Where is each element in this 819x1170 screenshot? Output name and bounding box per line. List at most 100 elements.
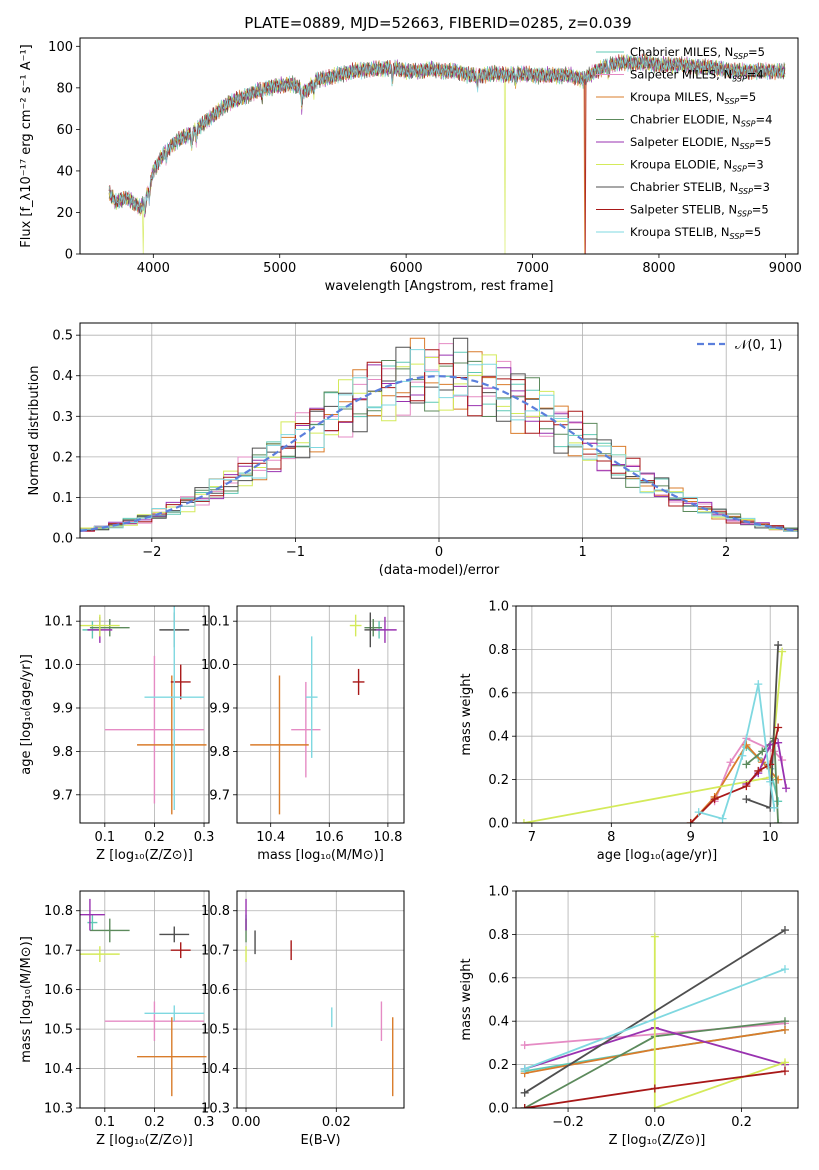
y-tick-label: 0.6	[488, 971, 509, 986]
y-tick-label: 0.2	[488, 773, 509, 788]
legend-subscript: SSP	[732, 75, 747, 84]
legend-subscript: SSP	[732, 165, 747, 174]
axes-frame	[79, 890, 210, 1109]
legend-label-kroupa-stelib: Kroupa STELIB, NSSP=5	[630, 225, 761, 241]
x-axis-label: Z [log₁₀(Z/Z⊙)]	[609, 1133, 706, 1148]
errorbar-chabrier-elodie	[364, 619, 383, 637]
chart-spectrum: 4000 5000 6000 7000 8000 9000 0 20 40 60 80 100 wave…	[19, 37, 802, 294]
figure-title: PLATE=0889, MJD=52663, FIBERID=0285, z=0…	[244, 14, 631, 32]
y-tick-label: 10.8	[44, 904, 73, 919]
x-tick-label: 0.2	[731, 1115, 752, 1130]
weight-marker-kroupa-elodie	[650, 1104, 659, 1108]
errorbar-kroupa-elodie	[80, 614, 120, 637]
spectrum-legend: Chabrier MILES, NSSP=5 Salpeter MILES, NS…	[596, 45, 772, 241]
y-tick-label: 10.4	[44, 1062, 73, 1077]
y-tick-label: 0.4	[52, 369, 73, 384]
legend-nssp: =5	[754, 135, 771, 149]
weight-marker-salpeter-stelib	[742, 782, 751, 791]
y-tick-label: 1.0	[488, 600, 509, 615]
weight-marker-kroupa-stelib	[754, 680, 763, 689]
weight-marker-salpeter-stelib	[710, 795, 719, 804]
weight-line-salpeter-stelib	[690, 727, 779, 823]
weight-marker-salpeter-stelib	[520, 1104, 529, 1108]
errorbar-chabrier-elodie	[89, 619, 130, 637]
weight-marker-chabrier-stelib	[780, 926, 789, 935]
y-tick-label: 10.7	[201, 944, 230, 959]
y-tick-label: 10.6	[44, 983, 73, 998]
x-tick-label: 4000	[137, 261, 170, 276]
legend-label-chabrier-elodie: Chabrier ELODIE, NSSP=4	[630, 113, 772, 129]
y-tick-label: 9.8	[52, 745, 73, 760]
axes-frame	[515, 605, 799, 824]
y-tick-label: 10.8	[201, 904, 230, 919]
weight-marker-kroupa-stelib	[520, 1064, 529, 1073]
y-tick-label: 10.5	[44, 1023, 73, 1038]
y-tick-label: 0.5	[52, 329, 73, 344]
y-tick-label: 0.3	[52, 410, 73, 425]
y-tick-label: 10.0	[201, 658, 230, 673]
weight-marker-chabrier-miles	[774, 797, 783, 806]
weight-marker-kroupa-elodie	[780, 1058, 789, 1067]
plot-area-mass_vs_Z	[80, 898, 207, 1097]
x-tick-label: 9	[687, 830, 695, 845]
legend-subscript: SSP	[733, 52, 748, 61]
x-tick-label: 0.0	[644, 1115, 665, 1130]
y-tick-label: 9.9	[52, 701, 73, 716]
weight-marker-salpeter-stelib	[686, 819, 695, 823]
errorbar-salpeter-elodie	[80, 898, 105, 931]
weight-marker-kroupa-stelib	[718, 814, 727, 823]
y-tick-label: 0.6	[488, 686, 509, 701]
axes-frame	[515, 890, 799, 1109]
x-tick-label: 0.1	[94, 830, 115, 845]
errorbar-kroupa-elodie	[349, 614, 362, 637]
errorbar-kroupa-miles	[137, 1017, 207, 1097]
y-tick-label: 0.4	[488, 1015, 509, 1030]
errorbar-salpeter-stelib	[352, 668, 365, 695]
weight-marker-chabrier-elodie	[742, 760, 751, 769]
weight-marker-salpeter-stelib	[650, 1084, 659, 1093]
weight-marker-kroupa-stelib	[766, 777, 775, 786]
weight-line-kroupa-stelib	[524, 968, 786, 1070]
weight-marker-kroupa-stelib	[770, 803, 779, 812]
histogram-kroupa-stelib	[80, 349, 798, 532]
x-tick-label: 0.2	[144, 830, 165, 845]
chart-age_vs_Z: 0.1 0.2 0.3 9.7 9.8 9.9 10.0 10.1 Z [log₁₀(Z/Z⊙)…	[19, 605, 214, 863]
chart-mass_vs_Z: 0.1 0.2 0.3 10.3 10.4 10.5 10.6 10.7 10.8 Z [log₁…	[19, 890, 214, 1148]
y-axis-label: Flux [f_λ10⁻¹⁷ erg cm⁻² s⁻¹ A⁻¹]	[19, 44, 34, 248]
x-tick-label: 10.4	[256, 830, 285, 845]
x-tick-label: 0.2	[144, 1115, 165, 1130]
axes-frame	[236, 890, 405, 1109]
chart-age_vs_mass: 10.4 10.6 10.8 9.7 9.8 9.9 10.0 10.1 mass [log₁₀…	[201, 605, 405, 863]
y-tick-label: 10.5	[201, 1023, 230, 1038]
x-tick-label: −2	[142, 545, 161, 560]
legend-nssp: =5	[739, 90, 756, 104]
weight-marker-kroupa-elodie	[778, 647, 787, 656]
x-axis-label: age [log₁₀(age/yr)]	[597, 848, 718, 863]
x-tick-label: 6000	[390, 261, 423, 276]
plot-area-residuals	[80, 337, 798, 532]
legend-subscript: SSP	[740, 142, 755, 151]
weight-marker-kroupa-miles	[742, 740, 751, 749]
legend-nssp: =5	[744, 225, 761, 239]
errorbar-chabrier-stelib	[159, 926, 190, 943]
weight-marker-chabrier-elodie	[774, 819, 783, 823]
plot-area-spectrum	[108, 53, 786, 254]
x-tick-label: 0.02	[322, 1115, 351, 1130]
y-tick-label: 1.0	[488, 885, 509, 900]
y-axis-label: mass [log₁₀(M/M⊙)]	[19, 936, 34, 1063]
x-tick-label: 0	[435, 545, 443, 560]
weight-marker-salpeter-miles	[726, 758, 735, 767]
x-tick-label: 1	[578, 545, 586, 560]
y-tick-label: 9.7	[209, 788, 230, 803]
y-tick-label: 0.2	[52, 450, 73, 465]
weight-marker-chabrier-elodie	[758, 747, 767, 756]
y-tick-label: 9.8	[209, 745, 230, 760]
weight-marker-salpeter-stelib	[774, 723, 783, 732]
chart-residuals: −2 −1 0 1 2 0.0 0.1 0.2 0.3 0.4 0.5 (data-model)/er…	[27, 322, 799, 578]
errorbar-chabrier-elodie	[89, 918, 130, 943]
chart-weight_vs_Z: −0.2 0.0 0.2 0.0 0.2 0.4 0.6 0.8 1.0 Z [log₁₀(Z/Z…	[459, 885, 799, 1148]
y-tick-label: 100	[48, 40, 73, 55]
y-tick-label: 0.8	[488, 928, 509, 943]
legend-nssp: =3	[753, 180, 770, 194]
x-tick-label: 8	[607, 830, 615, 845]
